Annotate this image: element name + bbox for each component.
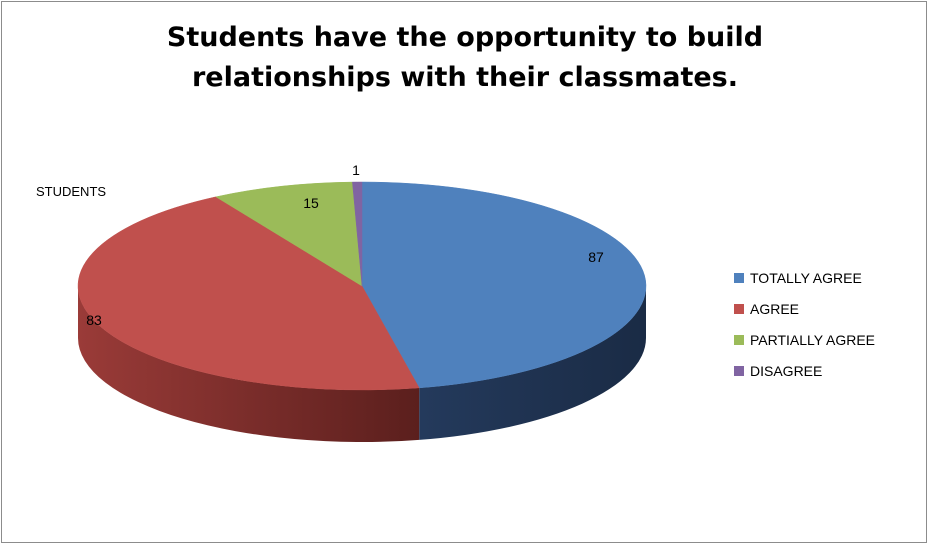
- legend-item-agree: AGREE: [734, 293, 875, 324]
- data-label-totally-agree: 87: [588, 249, 604, 265]
- legend-label-disagree: DISAGREE: [750, 363, 822, 379]
- legend-label-totally-agree: TOTALLY AGREE: [750, 270, 862, 286]
- legend-item-disagree: DISAGREE: [734, 355, 875, 386]
- legend-swatch-disagree: [734, 366, 744, 376]
- data-label-agree: 83: [86, 312, 102, 328]
- legend: TOTALLY AGREE AGREE PARTIALLY AGREE DISA…: [734, 262, 875, 386]
- legend-item-totally-agree: TOTALLY AGREE: [734, 262, 875, 293]
- pie-top: [78, 182, 646, 390]
- legend-swatch-totally-agree: [734, 273, 744, 283]
- legend-item-partially-agree: PARTIALLY AGREE: [734, 324, 875, 355]
- legend-label-agree: AGREE: [750, 301, 799, 317]
- legend-swatch-partially-agree: [734, 335, 744, 345]
- data-label-disagree: 1: [352, 162, 360, 178]
- data-label-partially-agree: 15: [303, 195, 319, 211]
- legend-swatch-agree: [734, 304, 744, 314]
- legend-label-partially-agree: PARTIALLY AGREE: [750, 332, 875, 348]
